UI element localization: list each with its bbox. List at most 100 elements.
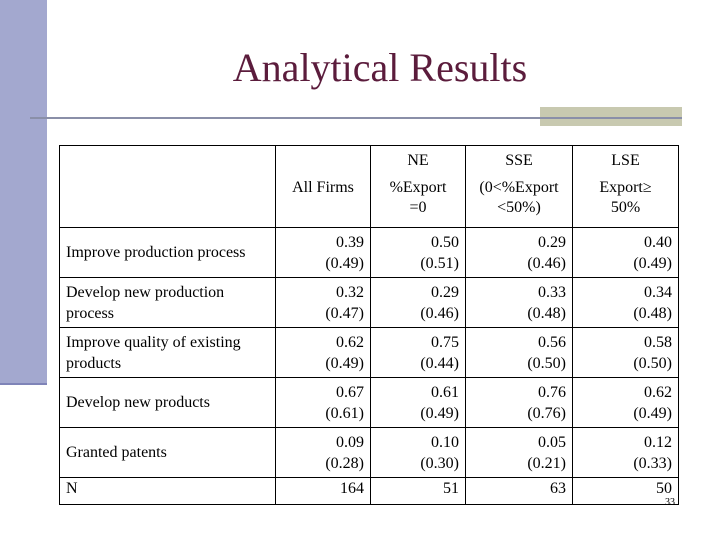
column-header-ne: %Export =0 [370,175,466,228]
table-row: Granted patents 0.09 (0.28) 0.10 (0.30) 0.… [59,427,679,478]
cell-sd: (0.46) [527,254,566,272]
table-cell: 0.67 (0.61) [275,377,371,428]
column-header-text: Export≥ [599,178,652,196]
cell-mean: 0.40 [644,233,672,251]
table-cell: 0.50 (0.51) [370,227,466,278]
column-header-text: All Firms [292,178,354,196]
table-cell: 0.32 (0.47) [275,277,371,328]
cell-mean: 0.34 [644,283,672,301]
cell-sd: (0.49) [633,404,672,422]
cell-mean: 0.32 [336,283,364,301]
group-header-ne: NE [370,145,466,176]
table-cell: 0.39 (0.49) [275,227,371,278]
column-header-text: %Export [389,178,447,196]
table-cell: 0.12 (0.33) [572,427,679,478]
row-label: Granted patents [59,427,276,478]
cell-sd: (0.30) [420,454,459,472]
table-cell: 0.62 (0.49) [572,377,679,428]
cell-sd: (0.48) [633,304,672,322]
table-cell: 0.40 (0.49) [572,227,679,278]
table-cell: 164 [275,477,371,505]
header-empty-cell [275,145,371,176]
cell-mean: 0.56 [538,333,566,351]
cell-mean: 0.33 [538,283,566,301]
table-cell: 0.34 (0.48) [572,277,679,328]
cell-mean: 0.75 [431,333,459,351]
table-row: Develop new products 0.67 (0.61) 0.61 (0.4… [59,377,679,428]
cell-mean: 0.76 [538,383,566,401]
cell-sd: (0.50) [633,354,672,372]
cell-mean: 0.62 [644,383,672,401]
cell-sd: (0.47) [325,304,364,322]
cell-mean: 0.10 [431,433,459,451]
group-header-lse: LSE [572,145,679,176]
cell-sd: (0.46) [420,304,459,322]
table-cell: 0.09 (0.28) [275,427,371,478]
cell-mean: 0.05 [538,433,566,451]
column-header-text: =0 [409,198,427,216]
cell-sd: (0.49) [325,354,364,372]
cell-mean: 0.50 [431,233,459,251]
column-header-lse: Export≥ 50% [572,175,679,228]
decorative-side-bar [0,0,47,383]
header-empty-cell [59,175,276,228]
table-cell: 0.62 (0.49) [275,327,371,378]
column-header-sse: (0<%Export <50%) [465,175,573,228]
column-header-all-firms: All Firms [275,175,371,228]
table-cell: 0.10 (0.30) [370,427,466,478]
decorative-rule-block [540,107,682,126]
cell-sd: (0.49) [420,404,459,422]
group-header-sse: SSE [465,145,573,176]
cell-sd: (0.61) [325,404,364,422]
cell-sd: (0.49) [633,254,672,272]
table-cell: 0.75 (0.44) [370,327,466,378]
cell-mean: 0.12 [644,433,672,451]
table-cell: 51 [370,477,466,505]
table-cell: 63 [465,477,573,505]
table-cell: 0.33 (0.48) [465,277,573,328]
cell-mean: 0.61 [431,383,459,401]
cell-sd: (0.51) [420,254,459,272]
results-table: NE SSE LSE All Firms %Export =0 (0<%Expo… [59,145,679,505]
cell-mean: 0.09 [336,433,364,451]
row-label: Improve quality of existing products [59,327,276,378]
cell-mean: 0.29 [431,283,459,301]
cell-sd: (0.21) [527,454,566,472]
cell-mean: 0.62 [336,333,364,351]
table-cell: 0.56 (0.50) [465,327,573,378]
cell-sd: (0.28) [325,454,364,472]
cell-mean: 0.67 [336,383,364,401]
cell-sd: (0.76) [527,404,566,422]
row-label: Improve production process [59,227,276,278]
table-cell: 0.58 (0.50) [572,327,679,378]
table-row: Develop new production process 0.32 (0.47… [59,277,679,328]
table-group-header-row: NE SSE LSE [59,145,679,176]
cell-mean: 0.39 [336,233,364,251]
cell-mean: 0.58 [644,333,672,351]
column-header-text: 50% [610,198,641,216]
cell-mean: 0.29 [538,233,566,251]
table-row-n: N 164 51 63 50 [59,477,679,505]
table-cell: 0.29 (0.46) [370,277,466,328]
cell-sd: (0.33) [633,454,672,472]
table-cell: 0.61 (0.49) [370,377,466,428]
row-label: Develop new products [59,377,276,428]
table-cell: 50 [572,477,679,505]
row-label: N [59,477,276,505]
cell-sd: (0.44) [420,354,459,372]
table-cell: 0.05 (0.21) [465,427,573,478]
table-cell: 0.76 (0.76) [465,377,573,428]
slide-title: Analytical Results [232,45,528,90]
column-header-text: (0<%Export [479,178,559,196]
table-column-header-row: All Firms %Export =0 (0<%Export <50%) Ex… [59,175,679,228]
cell-sd: (0.50) [527,354,566,372]
title-underline [30,117,682,119]
column-header-text: <50%) [497,198,541,216]
header-empty-cell [59,145,276,176]
row-label: Develop new production process [59,277,276,328]
table-row: Improve quality of existing products 0.6… [59,327,679,378]
cell-sd: (0.48) [527,304,566,322]
table-row: Improve production process 0.39 (0.49) 0.… [59,227,679,278]
cell-sd: (0.49) [325,254,364,272]
table-cell: 0.29 (0.46) [465,227,573,278]
